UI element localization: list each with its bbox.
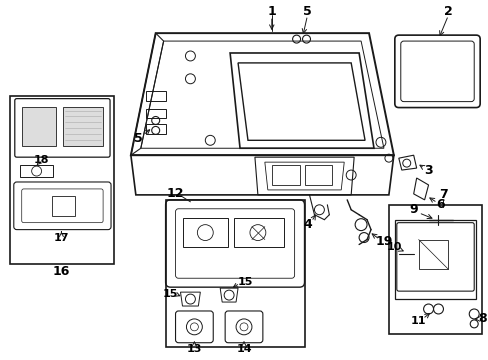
Text: 10: 10: [386, 243, 402, 252]
Bar: [63, 107, 103, 146]
Text: 13: 13: [186, 344, 202, 354]
Text: 12: 12: [166, 188, 184, 201]
Bar: [145, 125, 165, 134]
Bar: [21, 107, 56, 146]
Text: 15: 15: [163, 289, 178, 299]
Text: 15: 15: [237, 277, 252, 287]
Text: 19: 19: [374, 235, 392, 248]
Text: 3: 3: [424, 163, 432, 176]
Bar: [234, 218, 283, 247]
Text: 18: 18: [34, 155, 49, 165]
Bar: [271, 165, 299, 185]
Bar: [10, 96, 114, 264]
Text: 2: 2: [443, 5, 452, 18]
Text: 5: 5: [303, 5, 311, 18]
Bar: [165, 200, 304, 347]
Text: 11: 11: [410, 316, 426, 326]
Bar: [51, 196, 75, 216]
Bar: [145, 91, 165, 100]
Text: 7: 7: [438, 188, 447, 201]
Text: 16: 16: [53, 265, 70, 278]
Text: 9: 9: [408, 203, 417, 216]
Text: 1: 1: [267, 5, 276, 18]
Bar: [388, 205, 481, 334]
Bar: [304, 165, 332, 185]
Text: 6: 6: [435, 198, 444, 211]
Bar: [145, 109, 165, 118]
Bar: [183, 218, 228, 247]
Text: 8: 8: [477, 312, 486, 325]
Text: 14: 14: [236, 344, 251, 354]
Text: 4: 4: [303, 218, 311, 231]
Text: 17: 17: [54, 233, 69, 243]
Text: 5: 5: [134, 132, 143, 145]
